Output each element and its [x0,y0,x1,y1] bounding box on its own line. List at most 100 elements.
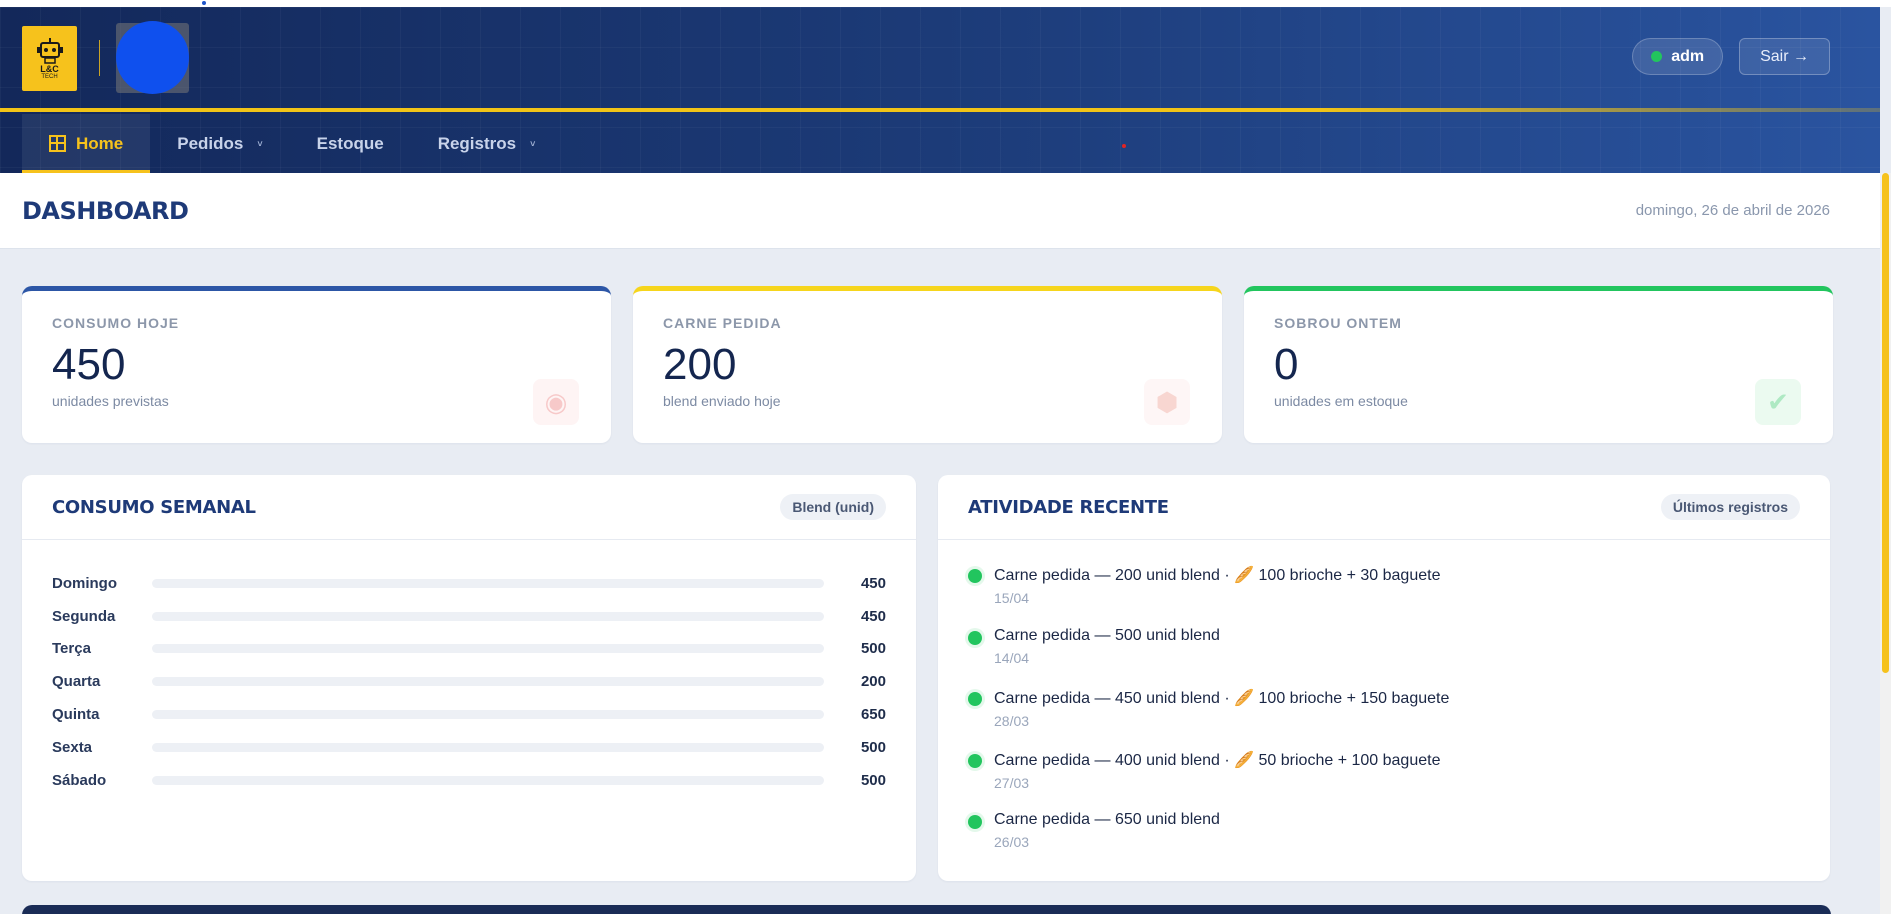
page-scrollbar[interactable] [1880,173,1891,914]
nav-label: Estoque [316,133,384,153]
logo-text: L&C [40,64,59,74]
activity-date: 27/03 [994,774,1030,791]
nav-item-home[interactable]: Home [22,114,151,173]
bar-value: 450 [860,607,886,625]
status-dot-icon [968,569,982,583]
online-status-icon [1651,51,1663,62]
status-dot-icon [968,692,982,706]
bar-track [152,578,824,588]
page-title: DASHBOARD [22,196,189,225]
brand-divider [99,40,100,76]
logout-button[interactable]: Sair → [1739,38,1830,75]
unit-badge: Blend (unid) [780,494,886,520]
header-accent-line [0,108,1880,112]
top-strip [0,0,1891,7]
activity-list: Carne pedida — 200 unid blend · 🥖 100 br… [938,540,1830,873]
bar-track [152,742,824,752]
indicator-dot [202,1,206,5]
activity-text: Carne pedida — 650 unid blend [994,811,1220,828]
activity-date: 28/03 [994,713,1030,729]
company-logo[interactable]: L&C TECH [22,25,77,91]
brand-area: L&C TECH [22,21,189,94]
activity-content: Carne pedida — 450 unid blend · 🥖 100 br… [994,688,1449,750]
status-dot-icon [968,815,982,829]
panel-header: ATIVIDADE RECENTE Últimos registros [938,475,1830,540]
meat-icon: ◉ [533,379,579,425]
nav-item-estoque[interactable]: Estoque [290,114,411,173]
stat-label: SOBROU ONTEM [1274,315,1402,331]
bottom-panel-edge [22,905,1831,914]
bar-value: 200 [860,673,886,691]
bar-value: 650 [860,706,886,724]
activity-item: Carne pedida — 650 unid blend 26/03 [968,811,1800,873]
main-nav: Home Pedidos ˅ Estoque Registros ˅ [22,114,562,173]
bar-row: Segunda 450 [52,600,886,633]
bar-day-label: Quarta [52,673,101,691]
chevron-down-icon: ˅ [530,138,536,149]
current-date: domingo, 26 de abril de 2026 [1635,202,1830,219]
activity-text: Carne pedida — 450 unid blend · 🥖 100 br… [994,690,1450,707]
bar-track [152,644,824,654]
panel-header: CONSUMO SEMANAL Blend (unid) [22,475,916,540]
nav-item-pedidos[interactable]: Pedidos ˅ [150,114,289,173]
activity-date: 15/04 [994,590,1030,606]
stat-label: CONSUMO HOJE [52,315,180,331]
activity-date: 14/04 [994,649,1030,666]
activity-item: Carne pedida — 200 unid blend · 🥖 100 br… [968,565,1800,627]
bar-row: Terça 500 [52,633,886,666]
bar-day-label: Terça [52,640,91,658]
activity-text: Carne pedida — 400 unid blend · 🥖 50 bri… [994,751,1441,769]
bar-row: Quarta 200 [52,665,886,698]
activity-item: Carne pedida — 400 unid blend · 🥖 50 bri… [968,750,1800,812]
bar-row: Sábado 500 [52,764,886,797]
nav-item-registros[interactable]: Registros ˅ [411,114,563,173]
nav-label: Home [76,133,124,153]
stat-card-sobrou-ontem: SOBROU ONTEM 0 unidades em estoque ✔ [1244,286,1833,443]
bar-row: Domingo 450 [52,567,886,600]
box-icon: ⬢ [1144,379,1190,425]
records-badge: Últimos registros [1660,494,1800,520]
bar-value: 500 [860,771,886,789]
panel-title: CONSUMO SEMANAL [52,496,256,518]
bar-value: 500 [860,640,886,658]
page-title-bar: DASHBOARD domingo, 26 de abril de 2026 [0,173,1880,249]
app-header: L&C TECH adm Sair → Home Pedidos ˅ Estoq… [0,7,1880,173]
activity-date: 26/03 [994,834,1030,850]
recent-activity-panel: ATIVIDADE RECENTE Últimos registros Carn… [938,475,1830,881]
bar-day-label: Sexta [52,738,93,756]
bar-row: Quinta 650 [52,698,886,731]
user-name: adm [1671,47,1705,65]
bar-row: Sexta 500 [52,731,886,764]
stat-subtitle: unidades previstas [52,393,169,409]
chevron-down-icon: ˅ [257,138,263,149]
nav-label: Pedidos [177,133,244,153]
nav-label: Registros [437,133,517,153]
activity-text: Carne pedida — 200 unid blend · 🥖 100 br… [994,567,1441,584]
scrollbar-thumb[interactable] [1882,173,1889,673]
bar-track [152,775,824,785]
activity-content: Carne pedida — 650 unid blend 26/03 [994,811,1220,873]
avatar[interactable] [116,21,189,94]
activity-item: Carne pedida — 500 unid blend 14/04 [968,627,1800,689]
stat-card-carne-pedida: CARNE PEDIDA 200 blend enviado hoje ⬢ [633,286,1222,443]
stat-card-consumo-hoje: CONSUMO HOJE 450 unidades previstas ◉ [22,286,611,443]
stat-value: 0 [1274,340,1299,389]
bar-track [152,677,824,687]
bar-track [152,710,824,720]
panel-title: ATIVIDADE RECENTE [968,496,1169,518]
stat-label: CARNE PEDIDA [663,315,782,331]
stats-row: CONSUMO HOJE 450 unidades previstas ◉ CA… [22,286,1833,443]
header-actions: adm Sair → [1632,38,1830,75]
bar-day-label: Domingo [52,574,117,592]
stat-subtitle: blend enviado hoje [663,393,781,409]
stat-value: 450 [52,340,126,389]
bar-day-label: Quinta [52,706,100,724]
activity-content: Carne pedida — 500 unid blend 14/04 [994,627,1220,689]
status-dot-icon [968,753,982,768]
cursor-marker [1122,144,1126,148]
status-dot-icon [968,630,982,645]
user-badge[interactable]: adm [1632,38,1724,75]
activity-content: Carne pedida — 400 unid blend · 🥖 50 bri… [994,750,1440,812]
bar-value: 500 [860,738,886,756]
bar-day-label: Segunda [52,607,116,625]
